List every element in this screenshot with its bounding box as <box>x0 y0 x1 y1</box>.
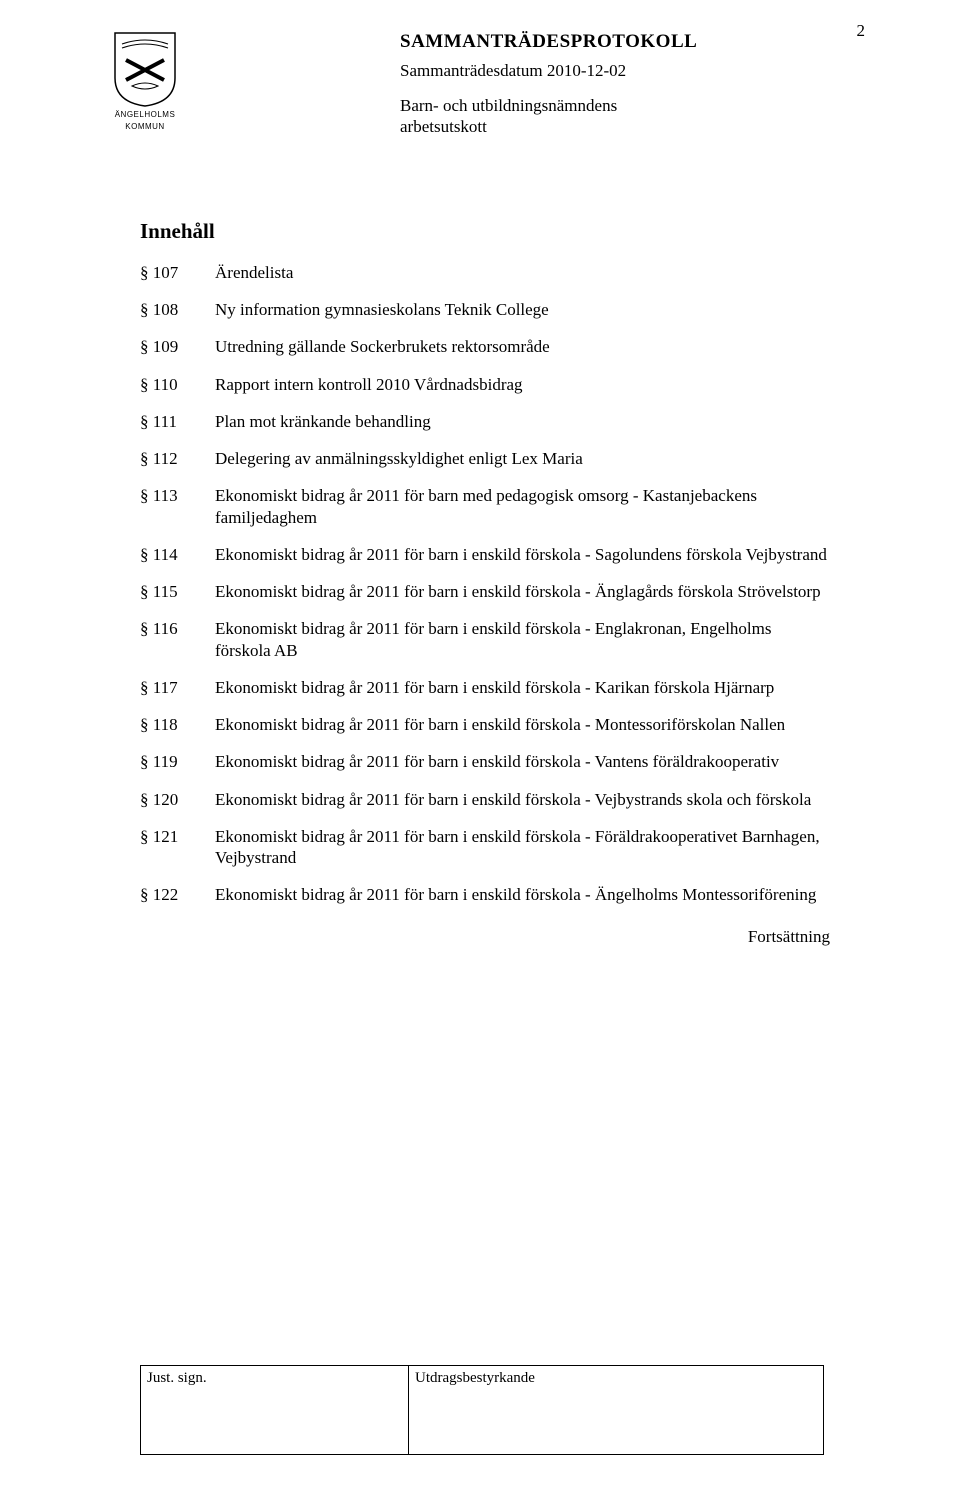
item-number: § 114 <box>140 544 215 581</box>
municipality-logo: ÄNGELHOLMS KOMMUN <box>100 30 190 132</box>
item-text: Delegering av anmälningsskyldighet enlig… <box>215 448 860 485</box>
item-text: Utredning gällande Sockerbrukets rektors… <box>215 336 860 373</box>
contents-list: § 107Ärendelista§ 108Ny information gymn… <box>140 262 860 922</box>
list-item: § 116Ekonomiskt bidrag år 2011 för barn … <box>140 618 860 677</box>
list-item: § 122Ekonomiskt bidrag år 2011 för barn … <box>140 884 860 921</box>
item-text: Ekonomiskt bidrag år 2011 för barn i ens… <box>215 618 860 677</box>
meeting-date: Sammanträdesdatum 2010-12-02 <box>400 60 860 81</box>
item-number: § 110 <box>140 374 215 411</box>
signature-cell-left: Just. sign. <box>141 1366 409 1455</box>
municipality-crest-icon <box>112 30 178 108</box>
item-text: Ekonomiskt bidrag år 2011 för barn i ens… <box>215 826 860 885</box>
item-text: Ärendelista <box>215 262 860 299</box>
item-text: Ekonomiskt bidrag år 2011 för barn i ens… <box>215 544 860 581</box>
item-text: Ekonomiskt bidrag år 2011 för barn i ens… <box>215 677 860 714</box>
item-number: § 108 <box>140 299 215 336</box>
list-item: § 107Ärendelista <box>140 262 860 299</box>
logo-text-line2: KOMMUN <box>100 122 190 132</box>
protocol-page: 2 ÄNGELHOLMS KOMMUN SAMMANTRÄDESPROTOKOL… <box>0 0 960 1505</box>
item-number: § 121 <box>140 826 215 885</box>
list-item: § 120Ekonomiskt bidrag år 2011 för barn … <box>140 789 860 826</box>
list-item: § 112Delegering av anmälningsskyldighet … <box>140 448 860 485</box>
list-item: § 109Utredning gällande Sockerbrukets re… <box>140 336 860 373</box>
list-item: § 110Rapport intern kontroll 2010 Vårdna… <box>140 374 860 411</box>
page-header: ÄNGELHOLMS KOMMUN SAMMANTRÄDESPROTOKOLL … <box>100 30 860 138</box>
item-text: Ekonomiskt bidrag år 2011 för barn i ens… <box>215 581 860 618</box>
item-text: Ny information gymnasieskolans Teknik Co… <box>215 299 860 336</box>
list-item: § 115Ekonomiskt bidrag år 2011 för barn … <box>140 581 860 618</box>
item-text: Ekonomiskt bidrag år 2011 för barn i ens… <box>215 789 860 826</box>
item-number: § 118 <box>140 714 215 751</box>
item-number: § 115 <box>140 581 215 618</box>
contents-heading: Innehåll <box>140 218 860 244</box>
list-item: § 118Ekonomiskt bidrag år 2011 för barn … <box>140 714 860 751</box>
item-number: § 109 <box>140 336 215 373</box>
item-text: Rapport intern kontroll 2010 Vårdnadsbid… <box>215 374 860 411</box>
item-number: § 117 <box>140 677 215 714</box>
item-number: § 107 <box>140 262 215 299</box>
logo-text-line1: ÄNGELHOLMS <box>100 110 190 120</box>
list-item: § 121Ekonomiskt bidrag år 2011 för barn … <box>140 826 860 885</box>
list-item: § 111Plan mot kränkande behandling <box>140 411 860 448</box>
item-text: Ekonomiskt bidrag år 2011 för barn i ens… <box>215 884 860 921</box>
item-number: § 111 <box>140 411 215 448</box>
list-item: § 119Ekonomiskt bidrag år 2011 för barn … <box>140 751 860 788</box>
item-number: § 122 <box>140 884 215 921</box>
item-number: § 119 <box>140 751 215 788</box>
list-item: § 108Ny information gymnasieskolans Tekn… <box>140 299 860 336</box>
document-title: SAMMANTRÄDESPROTOKOLL <box>400 30 860 54</box>
continuation-label: Fortsättning <box>140 926 860 947</box>
item-number: § 120 <box>140 789 215 826</box>
item-number: § 113 <box>140 485 215 544</box>
content-area: Innehåll § 107Ärendelista§ 108Ny informa… <box>140 218 860 947</box>
item-number: § 112 <box>140 448 215 485</box>
list-item: § 113Ekonomiskt bidrag år 2011 för barn … <box>140 485 860 544</box>
item-number: § 116 <box>140 618 215 677</box>
body-name: Barn- och utbildningsnämndens arbetsutsk… <box>400 95 860 138</box>
item-text: Ekonomiskt bidrag år 2011 för barn med p… <box>215 485 860 544</box>
header-text-block: SAMMANTRÄDESPROTOKOLL Sammanträdesdatum … <box>190 30 860 138</box>
list-item: § 114Ekonomiskt bidrag år 2011 för barn … <box>140 544 860 581</box>
body-name-line1: Barn- och utbildningsnämndens <box>400 95 860 116</box>
item-text: Plan mot kränkande behandling <box>215 411 860 448</box>
signature-table: Just. sign. Utdragsbestyrkande <box>140 1365 824 1455</box>
list-item: § 117Ekonomiskt bidrag år 2011 för barn … <box>140 677 860 714</box>
item-text: Ekonomiskt bidrag år 2011 för barn i ens… <box>215 714 860 751</box>
body-name-line2: arbetsutskott <box>400 116 860 137</box>
page-number: 2 <box>857 20 866 41</box>
item-text: Ekonomiskt bidrag år 2011 för barn i ens… <box>215 751 860 788</box>
signature-cell-right: Utdragsbestyrkande <box>409 1366 824 1455</box>
